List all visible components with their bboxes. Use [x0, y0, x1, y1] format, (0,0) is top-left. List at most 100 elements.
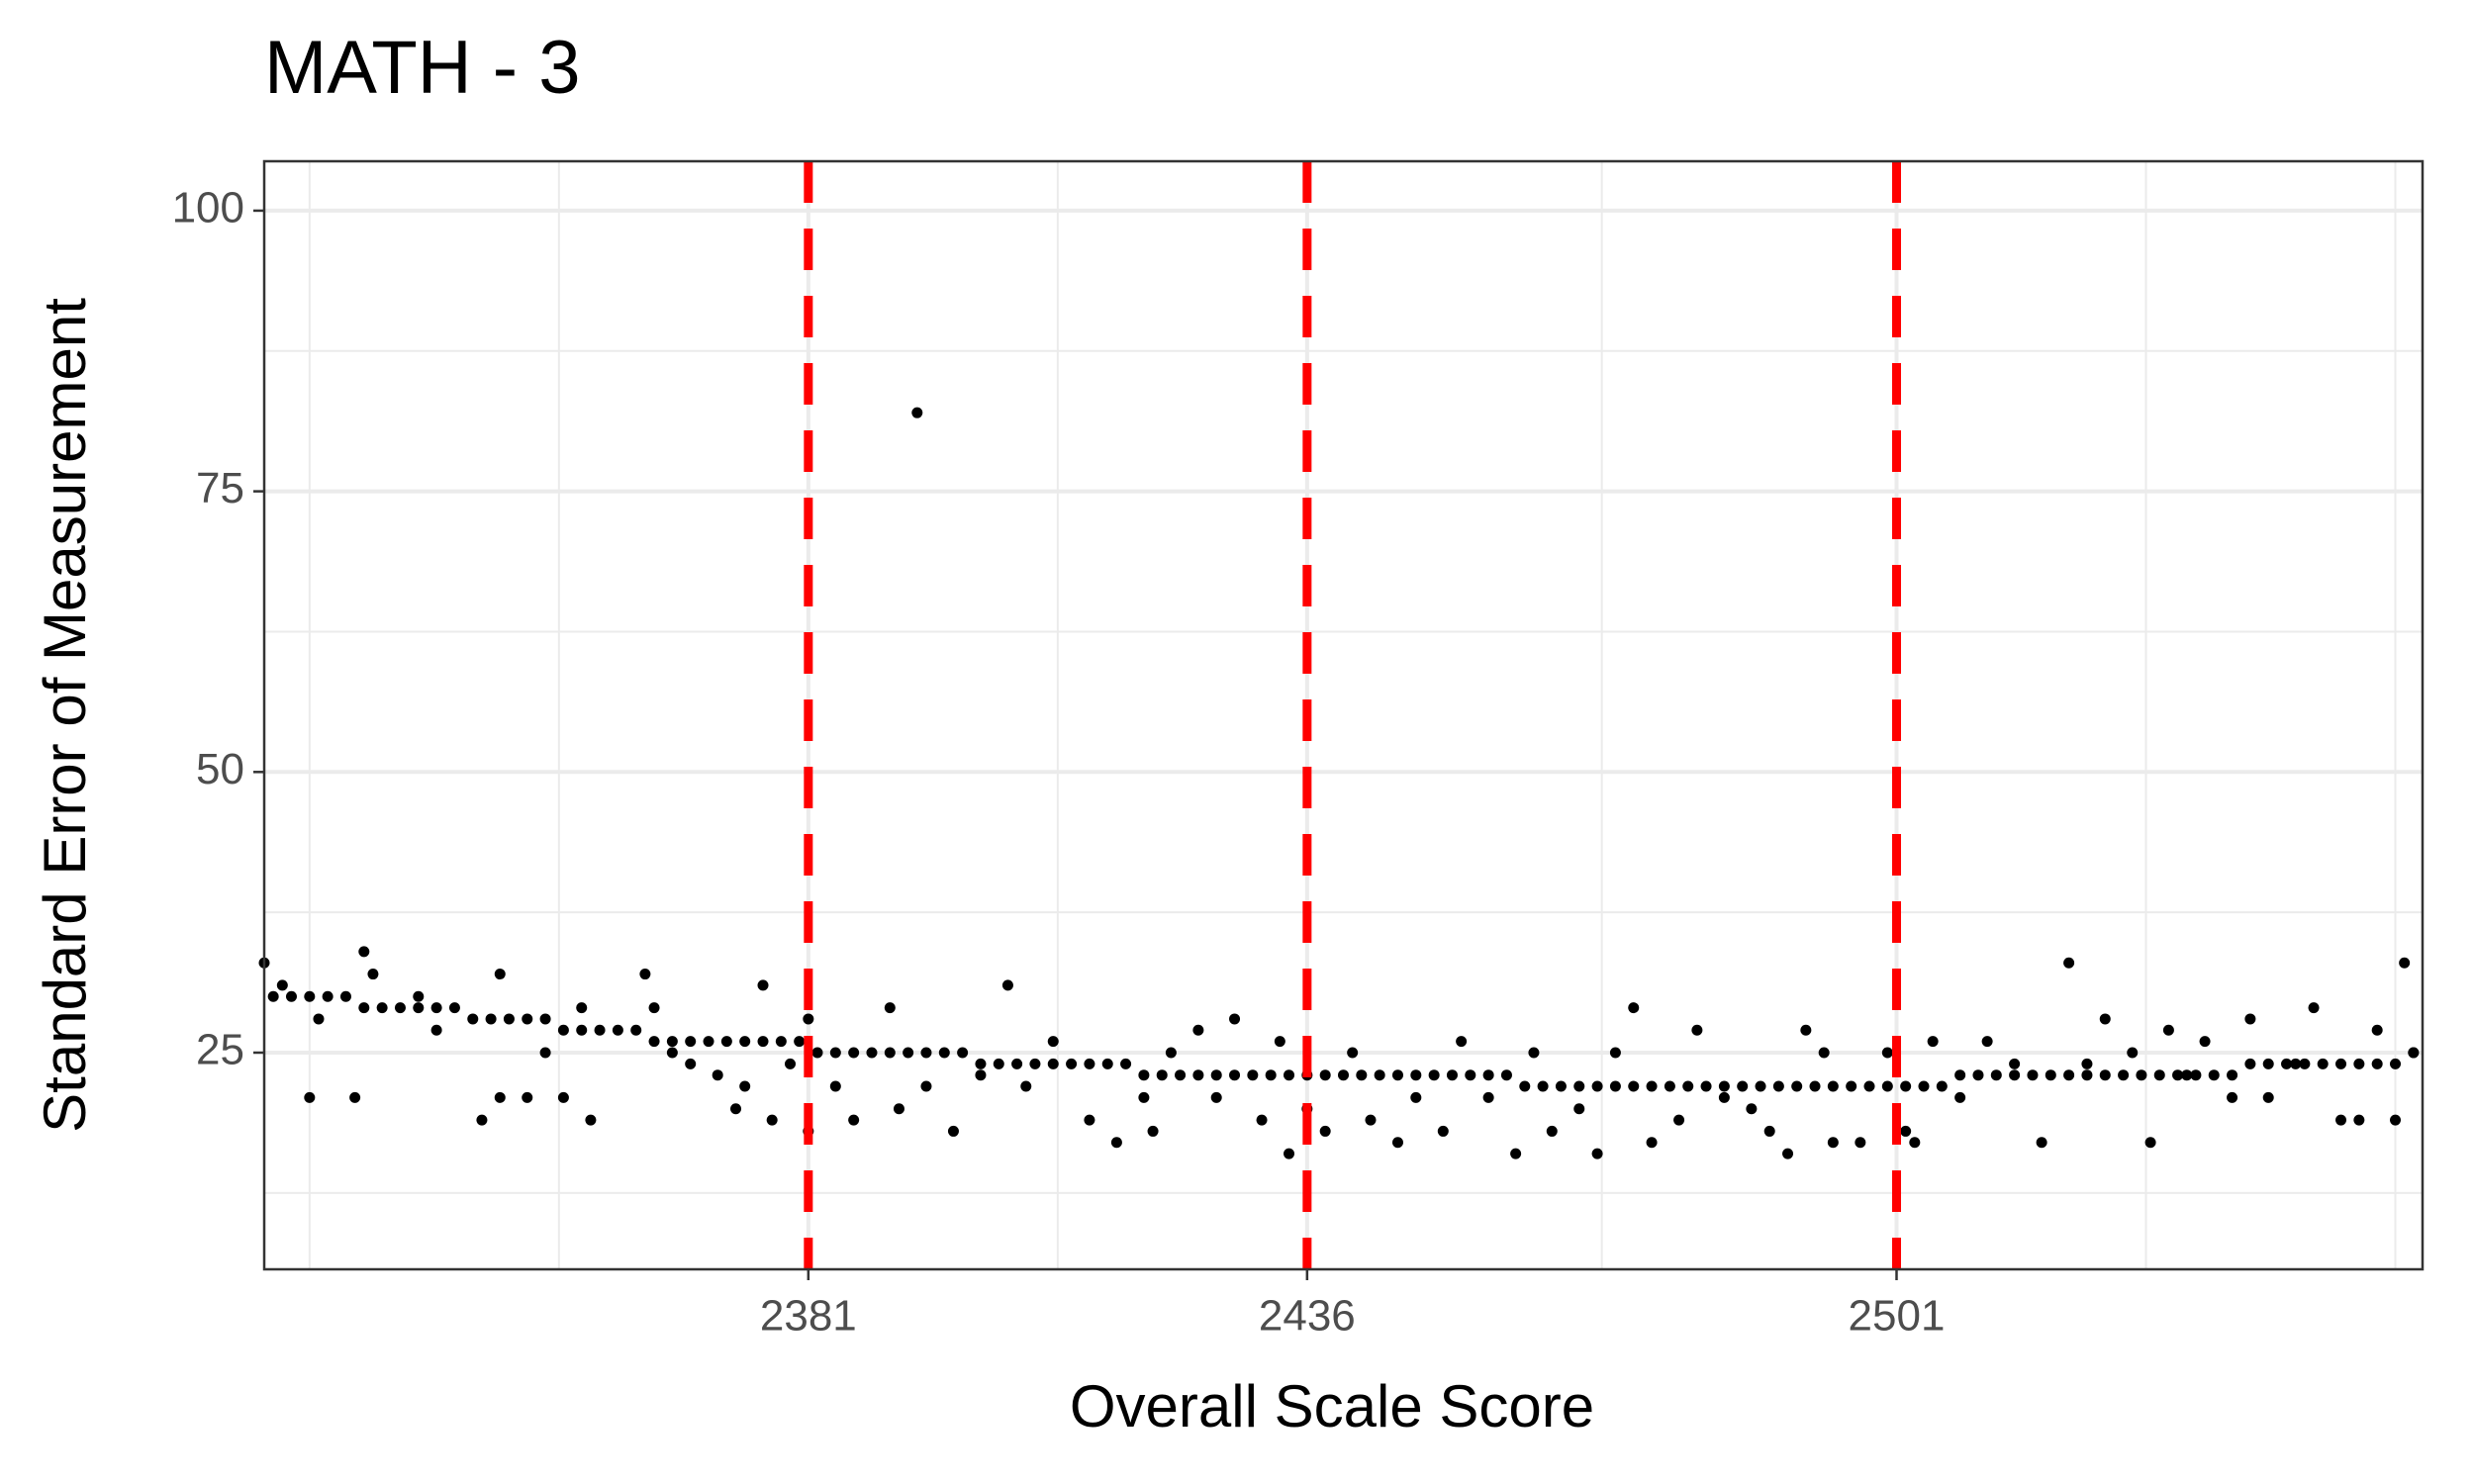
point	[2144, 1137, 2156, 1149]
point	[1800, 1024, 1812, 1036]
point	[430, 1002, 442, 1014]
point	[1755, 1080, 1766, 1092]
point	[903, 1047, 914, 1059]
point	[730, 1103, 742, 1115]
point	[2153, 1069, 2165, 1081]
point	[1881, 1047, 1893, 1059]
point	[648, 1002, 660, 1014]
point	[2009, 1069, 2021, 1081]
point	[1210, 1091, 1222, 1103]
point	[884, 1047, 896, 1059]
point	[2335, 1114, 2347, 1126]
point	[757, 979, 769, 991]
point	[829, 1047, 841, 1059]
point	[1700, 1080, 1712, 1092]
point	[304, 1091, 316, 1103]
point	[2227, 1091, 2238, 1103]
point	[1410, 1069, 1422, 1081]
point	[1110, 1137, 1122, 1149]
point	[1428, 1069, 1440, 1081]
point	[2036, 1137, 2047, 1149]
plot-border	[262, 159, 2425, 1271]
point	[522, 1013, 533, 1025]
point	[1691, 1024, 1703, 1036]
point	[1084, 1114, 1095, 1126]
point	[1718, 1091, 1730, 1103]
point	[376, 1002, 388, 1014]
point	[494, 969, 506, 980]
point	[1900, 1125, 1912, 1137]
point	[2244, 1013, 2256, 1025]
point	[1165, 1047, 1177, 1059]
point	[1247, 1069, 1259, 1081]
point	[1927, 1036, 1939, 1048]
point	[947, 1125, 959, 1137]
point	[1338, 1069, 1349, 1081]
point	[911, 407, 923, 418]
point	[1591, 1148, 1603, 1159]
point	[2099, 1013, 2111, 1025]
point	[1192, 1024, 1204, 1036]
x-tick-label: 2436	[1259, 1292, 1356, 1341]
point	[522, 1091, 533, 1103]
x-axis-title: Overall Scale Score	[1070, 1373, 1594, 1439]
point	[1573, 1080, 1585, 1092]
point	[2227, 1069, 2238, 1081]
point	[394, 1002, 406, 1014]
point	[666, 1047, 678, 1059]
point	[557, 1024, 569, 1036]
point	[1446, 1069, 1458, 1081]
point	[1229, 1013, 1241, 1025]
point	[413, 1002, 425, 1014]
point	[476, 1114, 488, 1126]
point	[1954, 1069, 1966, 1081]
point	[557, 1091, 569, 1103]
point	[1609, 1080, 1621, 1092]
point	[2063, 957, 2075, 969]
point	[2027, 1069, 2039, 1081]
point	[2081, 1058, 2093, 1069]
point	[467, 1013, 479, 1025]
point	[448, 1002, 460, 1014]
point	[1319, 1125, 1331, 1137]
point	[1737, 1080, 1749, 1092]
point	[648, 1036, 660, 1048]
point	[848, 1047, 860, 1059]
point	[413, 990, 425, 1002]
point	[685, 1058, 697, 1069]
point	[1609, 1047, 1621, 1059]
y-tick-label: 50	[196, 745, 244, 793]
point	[1391, 1137, 1403, 1149]
y-tick-label: 100	[172, 184, 244, 232]
point	[1437, 1125, 1449, 1137]
point	[766, 1114, 778, 1126]
point	[893, 1103, 904, 1115]
point	[1156, 1069, 1168, 1081]
point	[1827, 1137, 1839, 1149]
x-tick-label: 2501	[1849, 1292, 1946, 1341]
point	[1519, 1080, 1531, 1092]
point	[585, 1114, 597, 1126]
point	[494, 1091, 506, 1103]
point	[1138, 1069, 1150, 1081]
point	[785, 1058, 797, 1069]
point	[1673, 1114, 1685, 1126]
point	[630, 1024, 642, 1036]
point	[848, 1114, 860, 1126]
chart-title: MATH - 3	[264, 26, 580, 110]
point	[1827, 1080, 1839, 1092]
point	[2208, 1069, 2220, 1081]
point	[1011, 1058, 1023, 1069]
point	[2136, 1069, 2147, 1081]
point	[1746, 1103, 1758, 1115]
point	[920, 1047, 932, 1059]
point	[2335, 1058, 2347, 1069]
point	[1718, 1080, 1730, 1092]
point	[2190, 1069, 2202, 1081]
point	[1909, 1137, 1921, 1149]
point	[322, 990, 333, 1002]
point	[1664, 1080, 1675, 1092]
point	[2162, 1024, 2174, 1036]
point	[639, 969, 651, 980]
point	[612, 1024, 623, 1036]
